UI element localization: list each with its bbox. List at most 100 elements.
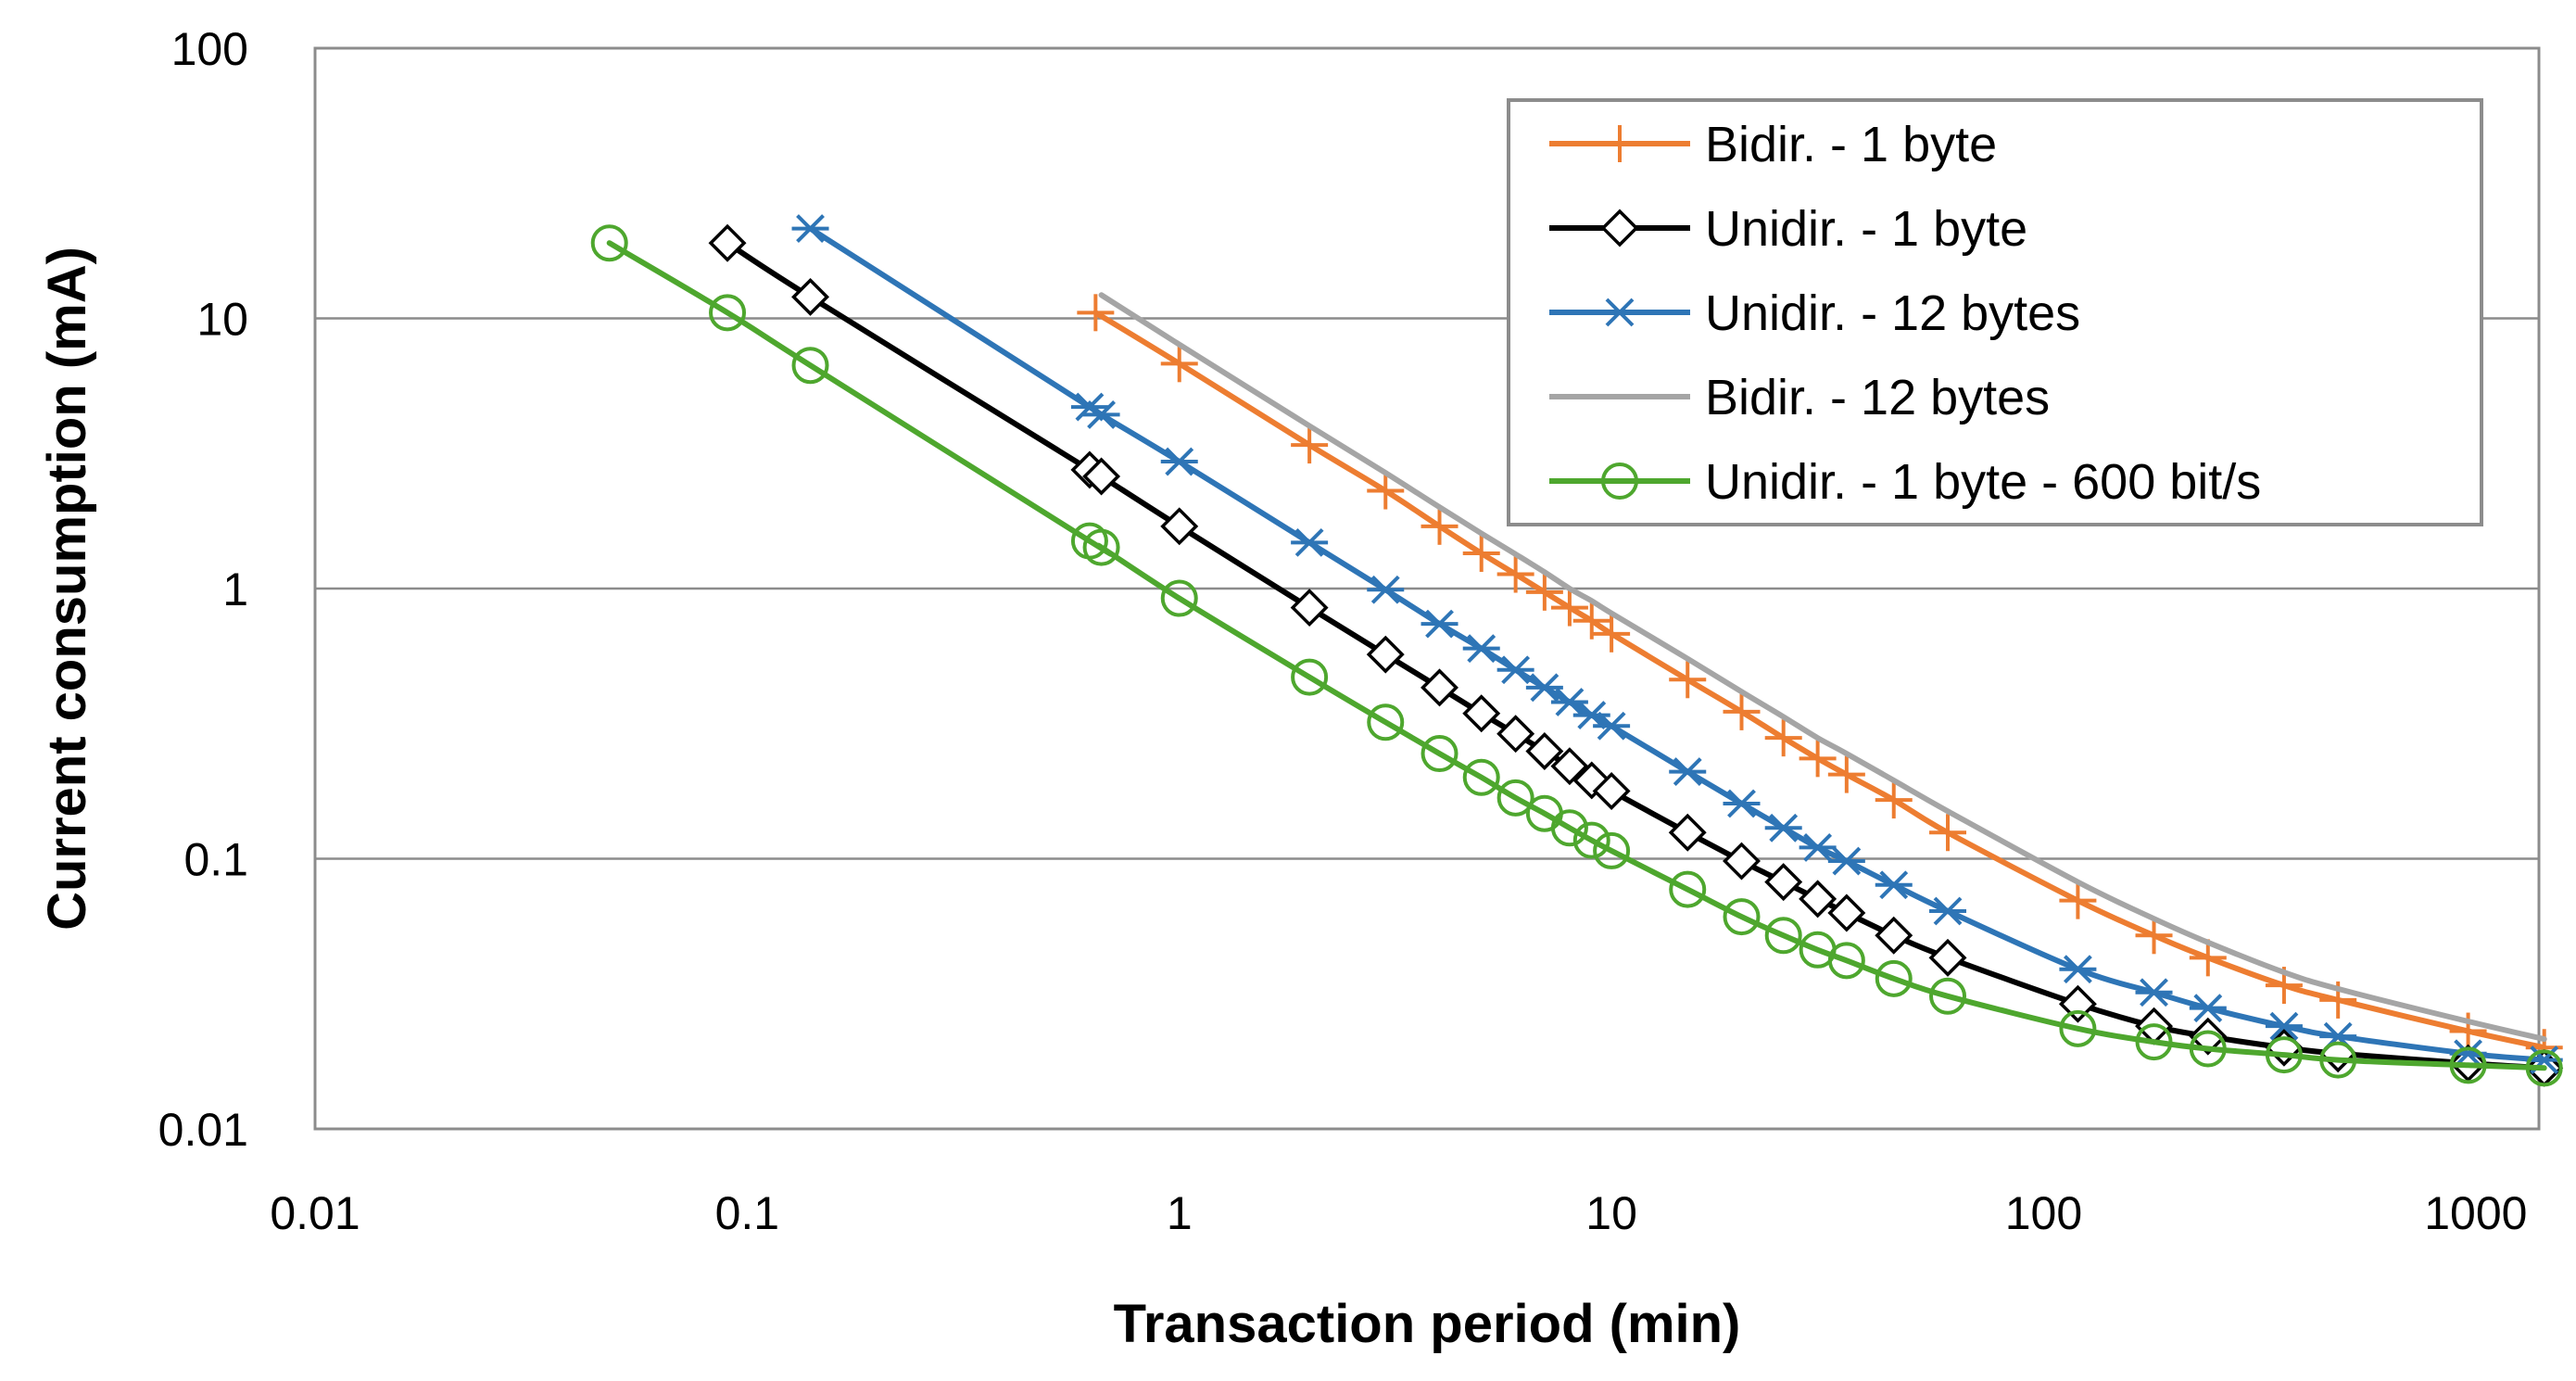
series-1-point-1 — [791, 277, 829, 316]
series-4-point-5 — [1160, 579, 1198, 617]
series-1-point-19 — [1875, 916, 1913, 955]
series-4-point-1 — [709, 294, 747, 332]
series-4-point-13 — [1572, 821, 1610, 859]
series-0-point-0 — [1077, 294, 1115, 332]
series-4-point-9 — [1462, 758, 1500, 796]
series-0-point-12 — [1723, 692, 1761, 730]
y-tick-label-3: 10 — [196, 294, 248, 346]
series-1-point-23 — [2189, 1017, 2228, 1056]
x-axis-tick-labels: 0.01 0.1 1 10 100 1000 — [270, 1187, 2527, 1239]
series-2-point-7 — [1462, 634, 1500, 664]
series-2-point-2 — [1082, 400, 1120, 429]
x-tick-label-5: 1000 — [2424, 1187, 2527, 1239]
series-4-point-7 — [1367, 703, 1405, 741]
series-2-point-13 — [1669, 757, 1707, 786]
series-2-point-6 — [1421, 609, 1458, 639]
series-2-point-8 — [1496, 655, 1534, 685]
series-1-point-8 — [1462, 694, 1501, 733]
y-tick-label-4: 100 — [171, 23, 248, 75]
series-0-point-15 — [1827, 755, 1865, 793]
series-2 — [791, 214, 2563, 1075]
x-tick-label-2: 1 — [1167, 1187, 1193, 1239]
x-tick-label-3: 10 — [1585, 1187, 1637, 1239]
series-0-point-1 — [1160, 345, 1198, 383]
legend-entry-0: Bidir. - 1 byte — [1549, 117, 1997, 172]
series-1-point-16 — [1764, 863, 1803, 902]
series-4-point-4 — [1082, 528, 1120, 566]
series-4-point-23 — [2135, 1023, 2173, 1061]
series-0-point-7 — [1525, 573, 1563, 611]
series-1-point-9 — [1496, 715, 1535, 754]
plot-area-frame — [313, 46, 2541, 1131]
series-4-point-21 — [1929, 977, 1967, 1015]
series-4-point-28 — [2525, 1049, 2563, 1087]
series-1-point-18 — [1827, 893, 1866, 932]
series-4 — [590, 224, 2563, 1087]
series-4-point-26 — [2319, 1041, 2357, 1079]
series-0-point-18 — [2059, 881, 2097, 919]
series-1-point-10 — [1525, 732, 1564, 770]
series-2-point-16 — [1799, 833, 1837, 862]
y-tick-label-0: 0.01 — [158, 1104, 248, 1156]
series-2-point-21 — [2135, 978, 2173, 1007]
legend-label-0: Bidir. - 1 byte — [1705, 117, 1997, 172]
series-line-3 — [1098, 292, 2547, 1043]
series-4-point-2 — [791, 347, 829, 385]
series-0-point-13 — [1764, 719, 1802, 757]
series-line-4 — [606, 240, 2547, 1071]
series-2-point-15 — [1764, 813, 1802, 843]
series-4-point-19 — [1827, 942, 1865, 980]
series-2-point-12 — [1593, 711, 1631, 741]
series-4-point-22 — [2059, 1009, 2097, 1047]
series-layer — [590, 214, 2564, 1087]
legend-marker-4 — [1601, 462, 1638, 500]
y-tick-label-1: 0.1 — [183, 834, 248, 886]
series-2-point-10 — [1550, 688, 1588, 716]
y-tick-label-2: 1 — [222, 564, 248, 615]
x-tick-label-1: 0.1 — [715, 1187, 780, 1239]
series-1 — [708, 223, 2564, 1087]
series-line-2 — [807, 225, 2547, 1063]
series-3 — [1098, 292, 2547, 1043]
series-2-point-23 — [2265, 1011, 2303, 1041]
y-axis-title: Current consumption (mA) — [37, 247, 97, 931]
series-1-point-13 — [1592, 772, 1631, 810]
series-0 — [1077, 294, 2563, 1067]
series-4-point-6 — [1291, 658, 1329, 696]
series-0-point-11 — [1669, 661, 1707, 699]
series-2-point-11 — [1572, 701, 1610, 729]
legend-entry-4: Unidir. - 1 byte - 600 bit/s — [1549, 454, 2261, 510]
x-axis-title: Transaction period (min) — [1114, 1294, 1741, 1354]
series-2-point-0 — [791, 214, 829, 244]
legend-marker-2 — [1601, 298, 1638, 327]
series-4-point-15 — [1669, 870, 1707, 908]
series-4-point-10 — [1496, 779, 1534, 817]
series-4-point-27 — [2449, 1046, 2487, 1084]
series-0-point-17 — [1929, 814, 1967, 852]
series-0-point-5 — [1462, 535, 1500, 573]
legend: Bidir. - 1 byte Unidir. - 1 byte Unidir. -… — [1507, 98, 2483, 526]
series-2-point-14 — [1723, 789, 1761, 818]
y-axis-tick-labels: 0.01 0.1 1 10 100 — [158, 23, 248, 1156]
series-1-point-4 — [1160, 507, 1199, 546]
series-1-point-15 — [1723, 842, 1761, 881]
legend-entry-3: Bidir. - 12 bytes — [1549, 370, 2050, 425]
legend-label-2: Unidir. - 12 bytes — [1705, 285, 2080, 341]
series-0-point-9 — [1572, 602, 1610, 640]
series-2-point-5 — [1367, 575, 1405, 604]
series-2-point-18 — [1875, 870, 1913, 900]
legend-marker-1 — [1600, 209, 1639, 247]
series-0-point-3 — [1367, 472, 1405, 510]
series-2-point-9 — [1525, 673, 1563, 703]
x-tick-label-0: 0.01 — [270, 1187, 360, 1239]
series-4-point-17 — [1764, 917, 1802, 955]
series-0-point-16 — [1875, 781, 1913, 819]
series-1-point-11 — [1550, 747, 1589, 786]
series-1-point-0 — [708, 223, 747, 262]
series-1-point-3 — [1082, 457, 1121, 496]
series-4-point-0 — [590, 224, 628, 262]
series-0-point-19 — [2135, 917, 2173, 955]
legend-label-4: Unidir. - 1 byte - 600 bit/s — [1705, 454, 2261, 510]
series-1-point-5 — [1290, 589, 1329, 627]
legend-marker-0 — [1601, 125, 1638, 162]
